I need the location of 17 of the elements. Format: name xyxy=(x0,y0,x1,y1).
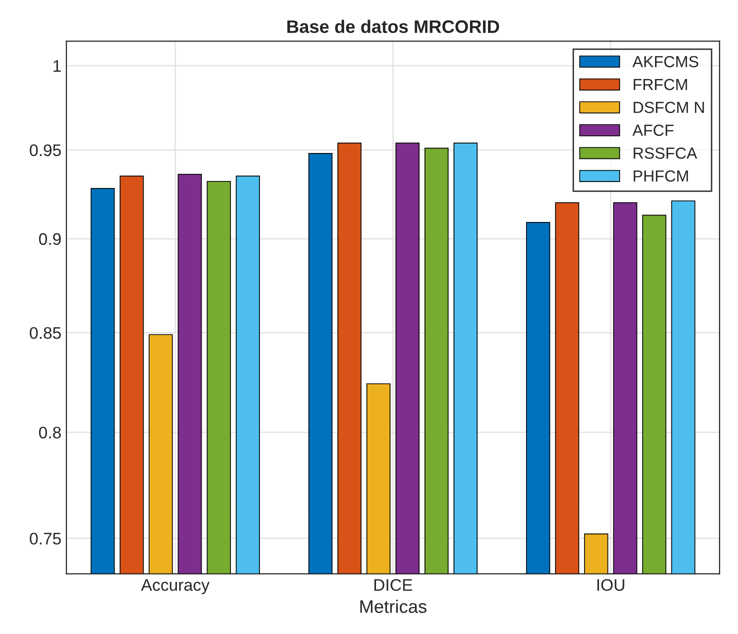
x-tick-label: DICE xyxy=(374,579,412,591)
legend-label: AFCF xyxy=(632,124,674,136)
legend-label: PHFCM xyxy=(634,170,688,182)
y-tick-label: 1 xyxy=(54,60,61,72)
y-tick-label: 0.8 xyxy=(39,426,61,439)
y-tick-label: 0.95 xyxy=(30,144,61,156)
legend-label: AKFCMS xyxy=(632,56,698,68)
x-tick-label: IOU xyxy=(597,579,624,591)
x-tick-label: Accuracy xyxy=(141,579,210,594)
legend-label: RSSFCA xyxy=(634,148,698,159)
legend-label: DSFCM N xyxy=(634,102,704,114)
y-tick-label: 0.85 xyxy=(30,327,61,339)
legend-label: FRFCM xyxy=(634,78,687,90)
chart-title: Base de datos MRCORID xyxy=(287,20,500,34)
y-tick-label: 0.9 xyxy=(39,233,61,245)
y-tick-label: 0.75 xyxy=(30,532,61,545)
x-axis-title: Metricas xyxy=(360,600,426,613)
